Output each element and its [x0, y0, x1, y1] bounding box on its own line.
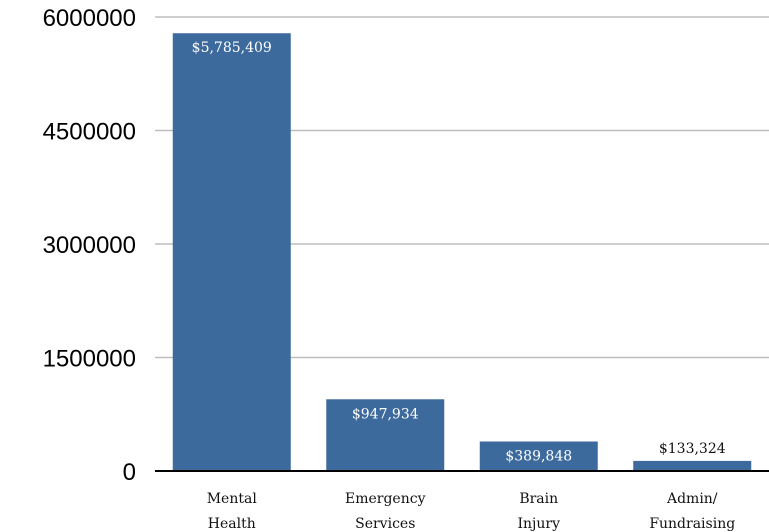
bar — [172, 33, 291, 471]
data-label: $133,324 — [659, 441, 726, 457]
x-tick-label: Health — [208, 516, 256, 532]
y-tick-label: 6000000 — [43, 5, 136, 32]
x-tick-label: Admin/ — [666, 491, 718, 507]
y-axis-ticks: 0 1500000 3000000 4500000 6000000 — [43, 5, 136, 486]
data-label: $5,785,409 — [192, 40, 272, 56]
bar — [479, 441, 598, 471]
y-tick-label: 4500000 — [43, 119, 136, 146]
x-tick-label: Services — [355, 516, 415, 532]
data-label: $947,934 — [352, 406, 419, 422]
bar — [326, 399, 445, 471]
y-tick-label: 0 — [123, 459, 136, 486]
data-labels: $5,785,409 $947,934 $389,848 $133,324 — [192, 40, 726, 464]
x-axis-ticks: Mental Health Emergency Services Brain Injury… — [207, 491, 736, 532]
x-tick-label: Injury — [517, 516, 560, 532]
x-tick-label: Brain — [519, 491, 558, 507]
data-label: $389,848 — [505, 449, 572, 465]
bar — [633, 460, 752, 471]
y-tick-label: 3000000 — [43, 232, 136, 259]
y-tick-label: 1500000 — [43, 346, 136, 373]
bars — [172, 33, 752, 471]
x-tick-label: Emergency — [345, 491, 426, 507]
x-tick-label: Fundraising — [649, 516, 735, 532]
x-tick-label: Mental — [207, 491, 258, 507]
